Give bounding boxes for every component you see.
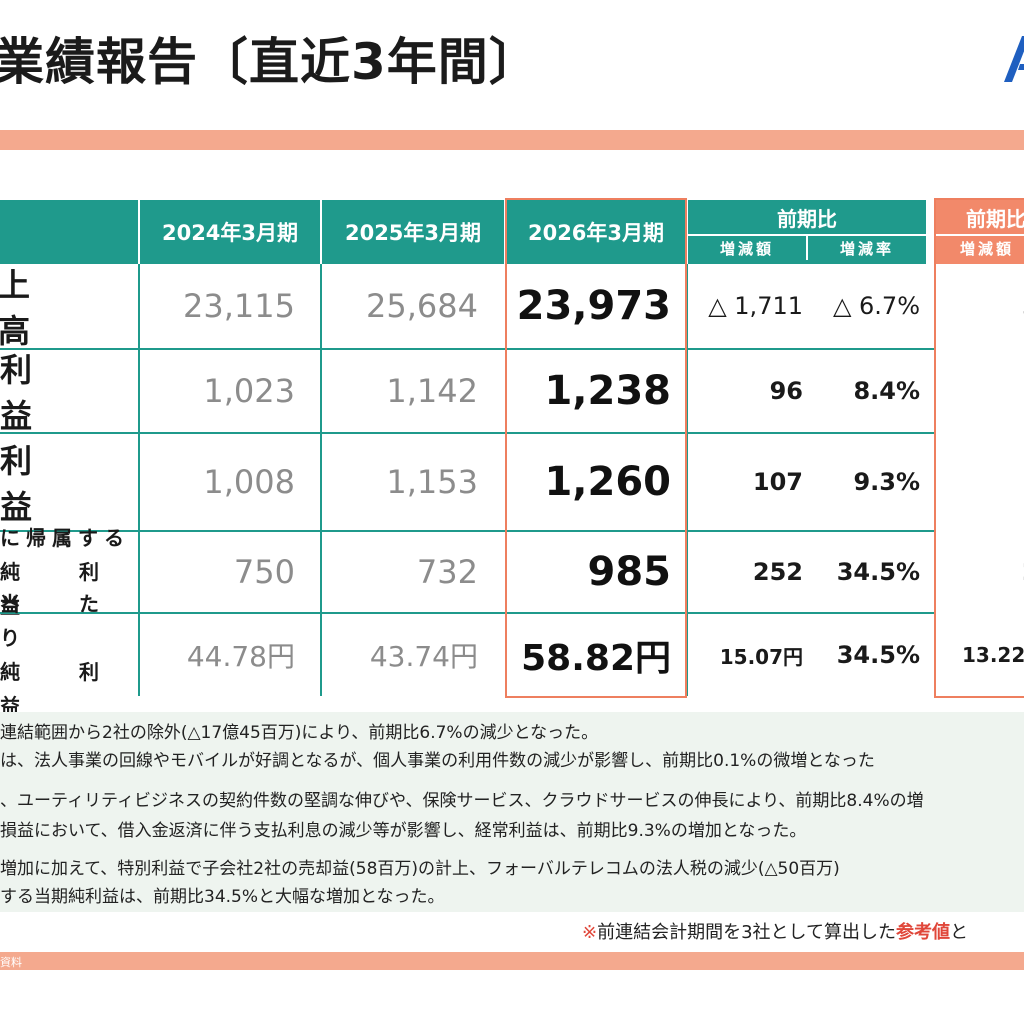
row-divider [0, 348, 936, 350]
bottom-accent-band [0, 952, 1024, 970]
row-divider [0, 432, 936, 434]
reference-highlight [934, 198, 1024, 698]
reference-amount: 10 [936, 350, 1024, 432]
row-label: 上 高 [0, 266, 131, 350]
footer-source: 資料 [0, 956, 22, 969]
footnote-mark: ※ [582, 922, 598, 943]
value-2024: 750 [233, 553, 295, 591]
yoy-rate: △ 6.7% [832, 292, 920, 320]
column-divider [320, 264, 322, 696]
row-label: に帰属する 純 利 益 [0, 526, 130, 618]
yoy-rate: 34.5% [836, 641, 920, 669]
table-row-operating-income: 利 益 1,023 1,142 1,238 96 8.4% 10 [0, 350, 1024, 435]
column-divider [138, 264, 140, 696]
footnote-reference-word: 参考値 [896, 922, 951, 943]
reference-amount: 11 [936, 434, 1024, 530]
row-divider [0, 612, 936, 614]
value-2024: 1,023 [203, 372, 295, 410]
row-label-line2: 純 利 益 [0, 560, 125, 618]
yoy-amount: △ 1,711 [708, 292, 803, 320]
value-2026: 23,973 [516, 283, 671, 329]
top-accent-band [0, 130, 1024, 150]
row-label: 当 た り 純 利 益 [0, 592, 130, 718]
footnote: ※前連結会計期間を3社として算出した参考値と [582, 918, 968, 944]
column-divider [686, 264, 688, 696]
page-title: 業績報告〔直近3年間〕 [0, 33, 540, 91]
header-reference-title: 前期比 [966, 206, 1024, 231]
row-divider [0, 530, 936, 532]
yoy-rate: 8.4% [853, 377, 920, 405]
note-line: する当期純利益は、前期比34.5%と大幅な増加となった。 [0, 887, 445, 907]
note-line: 、ユーティリティビジネスの契約件数の堅調な伸びや、保険サービス、クラウドサービス… [0, 791, 924, 811]
yoy-amount: 15.07円 [719, 644, 803, 669]
footnote-tail: と [950, 922, 969, 943]
value-2024: 44.78円 [186, 640, 295, 673]
value-2025: 43.74円 [369, 640, 478, 673]
row-label: 利 益 [0, 442, 67, 526]
value-2025: 25,684 [366, 287, 478, 325]
value-2025: 1,142 [386, 372, 478, 410]
value-2024: 23,115 [183, 287, 295, 325]
value-2026: 985 [587, 549, 672, 595]
value-2025: 732 [416, 553, 478, 591]
yoy-amount: 252 [752, 558, 803, 586]
reference-amount: 22 [936, 532, 1024, 612]
note-line: 増加に加えて、特別利益で子会社2社の売却益(58百万)の計上、フォーバルテレコム… [0, 859, 840, 879]
table-row-eps: 当 た り 純 利 益 44.78円 43.74円 58.82円 15.07円 … [0, 592, 1024, 718]
header-yoy: 前期比 増減額 増減率 [688, 200, 926, 264]
header-yoy-amount: 増減額 [688, 234, 806, 260]
row-label-line1: に帰属する [0, 526, 130, 550]
notes-panel: 連結範囲から2社の除外(△17億45百万)により、前期比6.7%の減少となった。… [0, 712, 1024, 912]
table-row-net-income: に帰属する 純 利 益 750 732 985 252 34.5% 22 [0, 526, 1024, 618]
header-reference: 前期比 増減額 [936, 200, 1024, 264]
header-yoy-rate: 増減率 [806, 234, 926, 260]
value-2026: 1,238 [544, 368, 671, 414]
header-fy2024: 2024年3月期 [140, 200, 320, 264]
footnote-text: 前連結会計期間を3社として算出した [597, 922, 897, 943]
value-2026: 1,260 [544, 459, 671, 505]
current-year-highlight [505, 198, 687, 698]
note-line: 損益において、借入金返済に伴う支払利息の減少等が影響し、経常利益は、前期比9.3… [0, 821, 807, 841]
note-line: は、法人事業の回線やモバイルが好調となるが、個人事業の利用件数の減少が影響し、前… [0, 751, 875, 771]
yoy-rate: 9.3% [853, 468, 920, 496]
table-row-sales: 上 高 23,115 25,684 23,973 △ 1,711 △ 6.7% … [0, 264, 1024, 350]
header-fy2026: 2026年3月期 [507, 200, 685, 264]
header-reference-amount: 増減額 [936, 234, 1024, 260]
company-logo-icon [1004, 36, 1024, 82]
value-2024: 1,008 [203, 463, 295, 501]
header-fy2025: 2025年3月期 [322, 200, 504, 264]
yoy-amount: 107 [752, 468, 803, 496]
row-label: 利 益 [0, 351, 67, 435]
value-2026: 58.82円 [521, 638, 671, 679]
header-blank-cell [0, 200, 138, 264]
row-label-line1: 当 た り [0, 592, 125, 650]
yoy-rate: 34.5% [836, 558, 920, 586]
header-yoy-title: 前期比 [777, 206, 837, 231]
reference-amount: 13.22 [962, 643, 1024, 667]
yoy-amount: 96 [769, 377, 803, 405]
note-line: 連結範囲から2社の除外(△17億45百万)により、前期比6.7%の減少となった。 [0, 723, 599, 743]
table-row-ordinary-income: 利 益 1,008 1,153 1,260 107 9.3% 11 [0, 434, 1024, 530]
value-2025: 1,153 [386, 463, 478, 501]
reference-amount: 3 [936, 264, 1024, 348]
